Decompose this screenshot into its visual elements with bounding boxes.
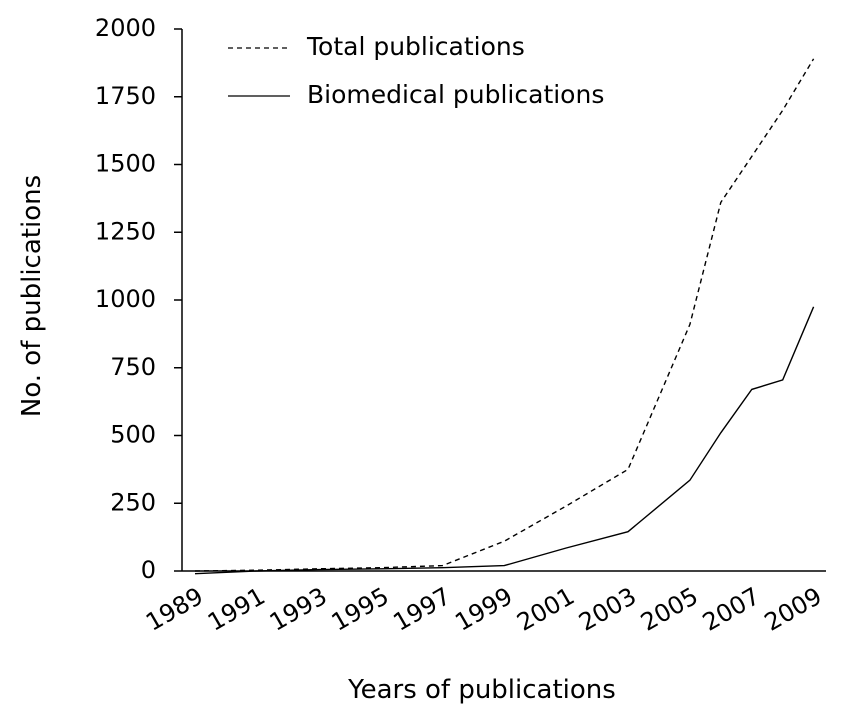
y-tick-label: 1750	[95, 82, 156, 110]
x-tick-label: 1997	[389, 582, 456, 637]
x-tick-label: 1993	[265, 582, 332, 637]
y-tick-label: 250	[110, 488, 156, 516]
y-tick-labels: 0 250 500 750 1000 1250 1500 1750 2000	[95, 14, 182, 584]
x-tick-label: 1995	[327, 582, 394, 637]
x-tick-label: 1989	[141, 582, 208, 637]
series-line-total	[194, 58, 815, 572]
x-tick-label: 2007	[698, 582, 765, 637]
y-tick-label: 1000	[95, 285, 156, 313]
y-tick-label: 1500	[95, 150, 156, 178]
legend: Total publications Biomedical publicatio…	[228, 32, 604, 109]
y-tick-label: 750	[110, 353, 156, 381]
x-axis-title: Years of publications	[347, 675, 616, 705]
x-tick-label: 1991	[203, 582, 270, 637]
x-tick-label: 1999	[450, 582, 517, 637]
x-tick-label: 2005	[636, 582, 703, 637]
y-axis-title: No. of publications	[17, 175, 47, 417]
y-tick-label: 0	[141, 556, 156, 584]
series-lines	[194, 58, 815, 575]
x-tick-label: 2001	[512, 582, 579, 637]
legend-label-total: Total publications	[306, 32, 525, 61]
x-tick-label: 2003	[574, 582, 641, 637]
x-tick-labels: 1989199119931995199719992001200320052007…	[141, 582, 827, 637]
y-tick-label: 2000	[95, 14, 156, 42]
y-tick-label: 500	[110, 421, 156, 449]
y-tick-label: 1250	[95, 217, 156, 245]
x-tick-label: 2009	[760, 582, 827, 637]
series-line-biomedical	[194, 306, 815, 575]
legend-label-biomedical: Biomedical publications	[307, 80, 604, 109]
